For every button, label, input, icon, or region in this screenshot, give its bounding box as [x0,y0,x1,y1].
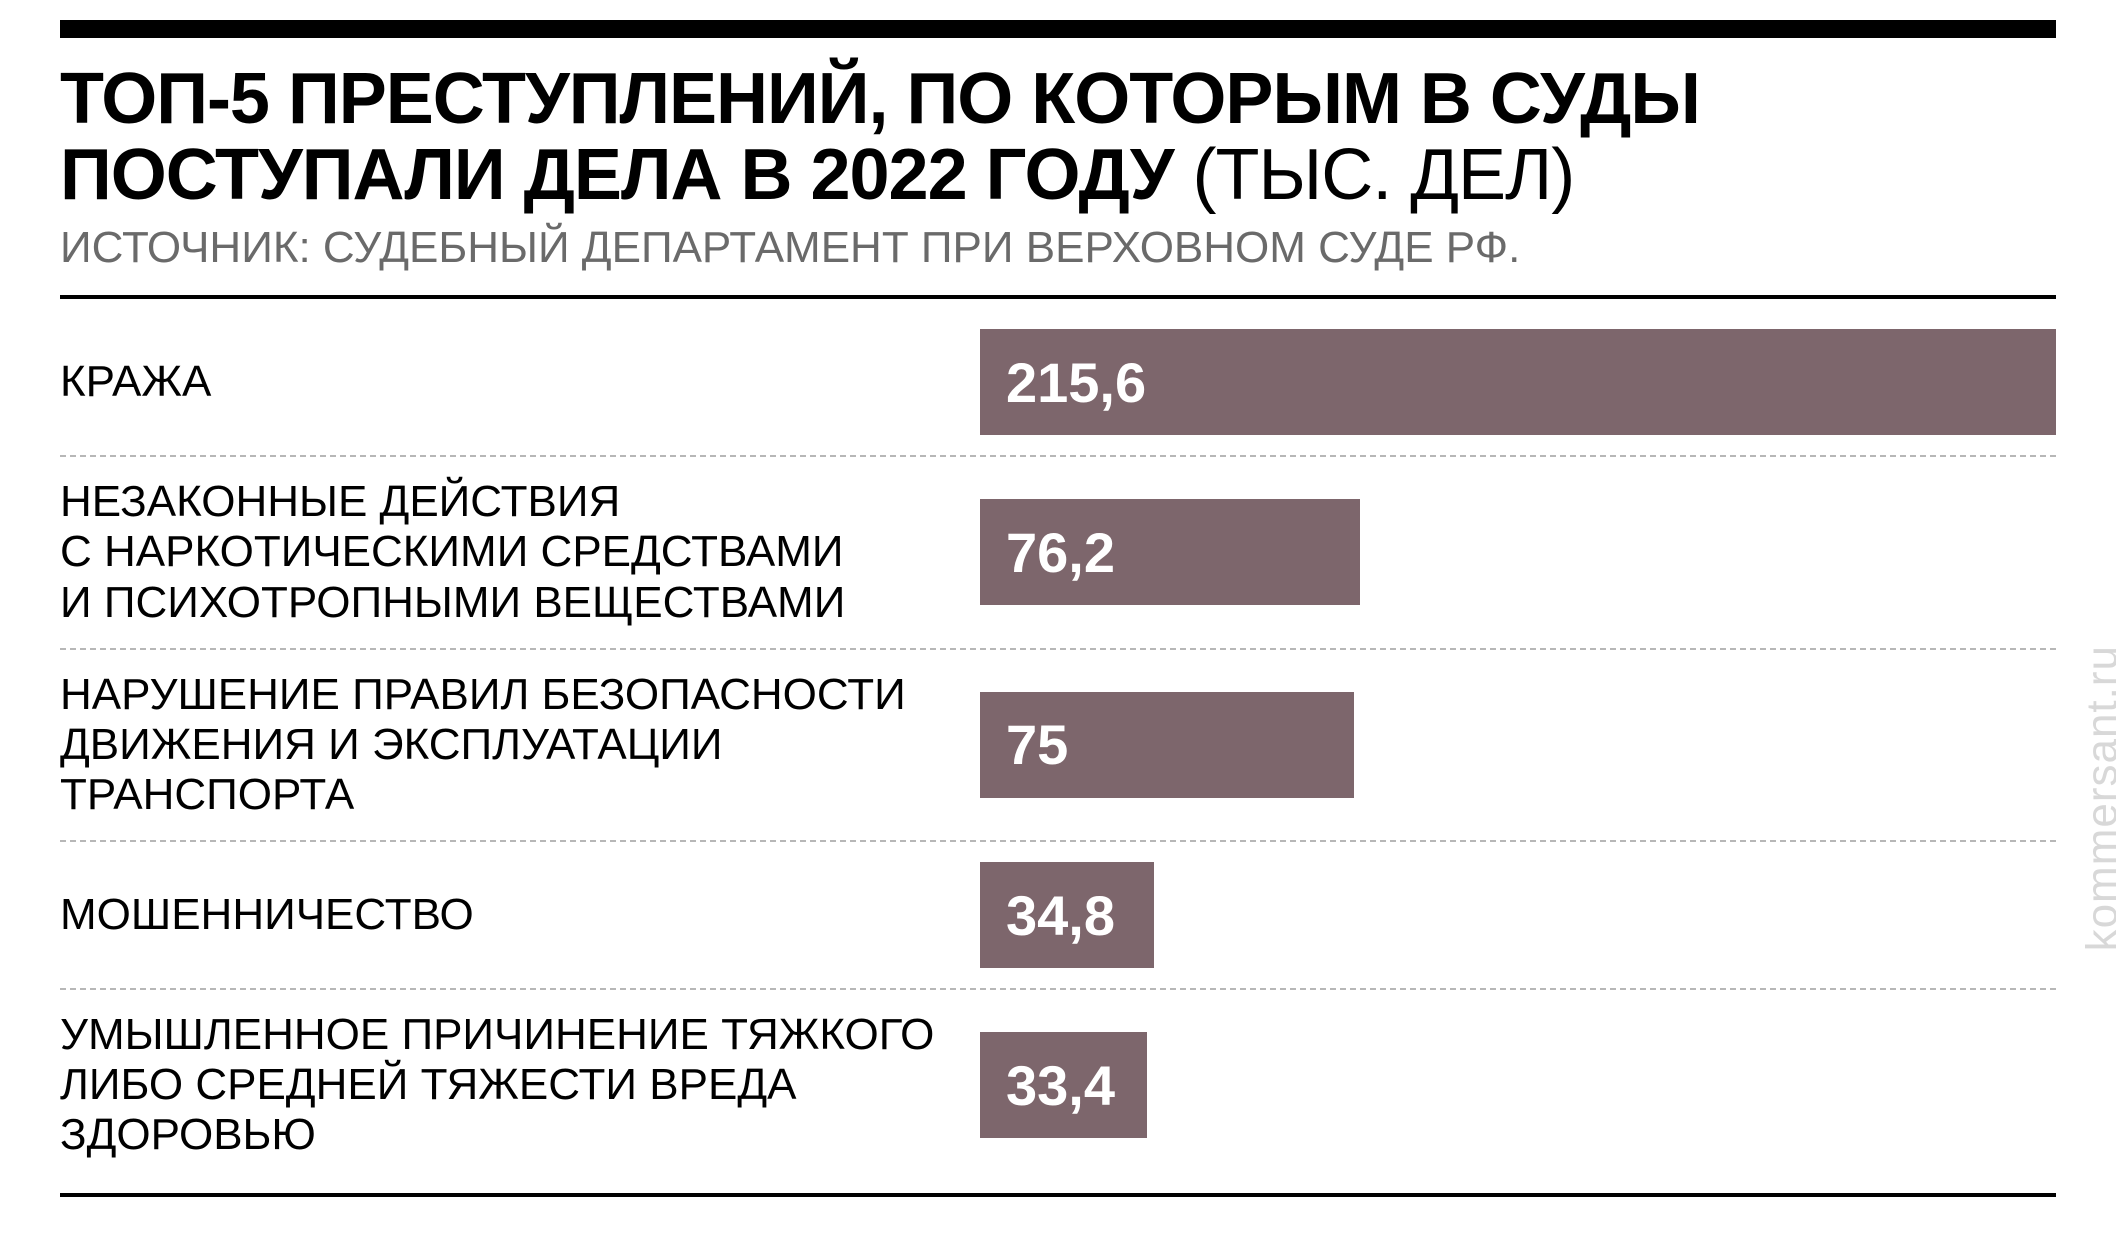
chart-row: НЕЗАКОННЫЕ ДЕЙСТВИЯ С НАРКОТИЧЕСКИМИ СРЕ… [60,457,2056,649]
chart-row: КРАЖА 215,6 [60,309,2056,457]
bar: 215,6 [980,329,2056,435]
row-label: МОШЕННИЧЕСТВО [60,890,980,940]
top-rule [60,20,2056,38]
bar: 75 [980,692,1354,798]
chart-rows: КРАЖА 215,6 НЕЗАКОННЫЕ ДЕЙСТВИЯ С НАРКОТ… [60,309,2056,1196]
chart-source: ИСТОЧНИК: СУДЕБНЫЙ ДЕПАРТАМЕНТ ПРИ ВЕРХО… [60,223,2056,273]
chart-title: ТОП-5 ПРЕСТУПЛЕНИЙ, ПО КОТОРЫМ В СУДЫ ПО… [60,62,2056,213]
bar-cell: 33,4 [980,1032,2056,1138]
watermark: kommersant.ru [2077,645,2116,951]
bar-value: 34,8 [980,883,1115,948]
bar-value: 76,2 [980,520,1115,585]
chart-row: НАРУШЕНИЕ ПРАВИЛ БЕЗОПАСНОСТИ ДВИЖЕНИЯ И… [60,650,2056,842]
bar-cell: 76,2 [980,499,2056,605]
bar-cell: 34,8 [980,862,2056,968]
bar: 76,2 [980,499,1360,605]
bar-value: 75 [980,712,1068,777]
bar-value: 215,6 [980,350,1146,415]
bar-cell: 215,6 [980,329,2056,435]
bar: 33,4 [980,1032,1147,1138]
row-label: НАРУШЕНИЕ ПРАВИЛ БЕЗОПАСНОСТИ ДВИЖЕНИЯ И… [60,670,980,820]
bar: 34,8 [980,862,1154,968]
chart-row: МОШЕННИЧЕСТВО 34,8 [60,842,2056,990]
bar-cell: 75 [980,692,2056,798]
row-label: КРАЖА [60,357,980,407]
header-rule [60,295,2056,299]
chart-frame: ТОП-5 ПРЕСТУПЛЕНИЙ, ПО КОТОРЫМ В СУДЫ ПО… [60,20,2056,1220]
chart-title-unit: (ТЫС. ДЕЛ) [1193,135,1575,215]
row-label: НЕЗАКОННЫЕ ДЕЙСТВИЯ С НАРКОТИЧЕСКИМИ СРЕ… [60,477,980,627]
row-label: УМЫШЛЕННОЕ ПРИЧИНЕНИЕ ТЯЖКОГО ЛИБО СРЕДН… [60,1010,980,1160]
chart-row: УМЫШЛЕННОЕ ПРИЧИНЕНИЕ ТЯЖКОГО ЛИБО СРЕДН… [60,990,2056,1196]
bar-value: 33,4 [980,1053,1115,1118]
